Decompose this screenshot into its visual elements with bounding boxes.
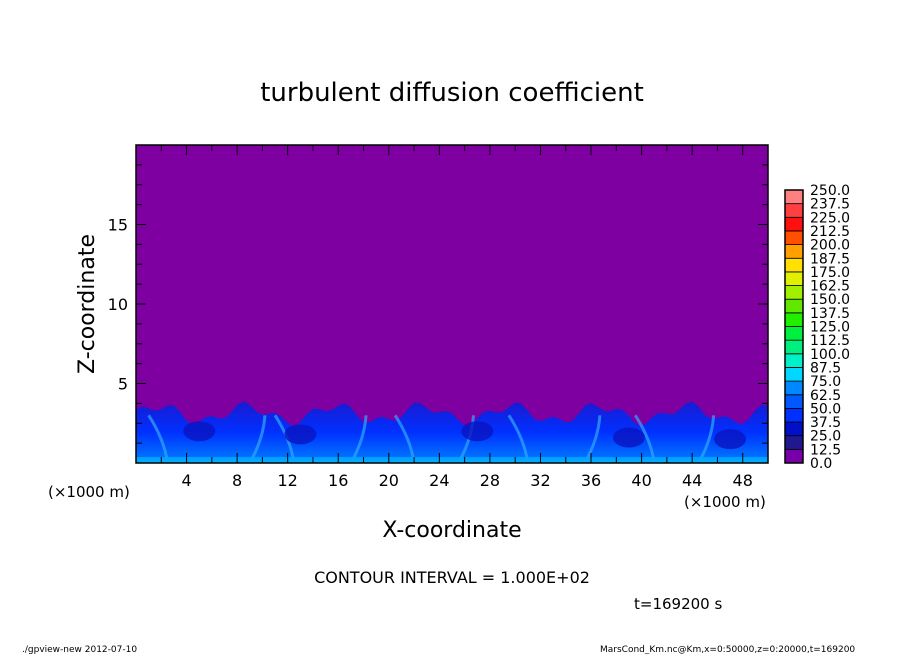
x-unit-left: (×1000 m) [48,483,130,501]
colorbar-swatch [784,339,804,355]
colorbar-swatch [784,257,804,273]
colorbar-label: 237.5 [810,197,850,213]
y-axis-label: Z-coordinate [75,234,100,374]
colorbar-swatch [784,380,804,396]
colorbar-label: 50.0 [810,401,841,417]
colorbar-swatch [784,448,804,464]
colorbar-label: 250.0 [810,183,850,199]
x-tick-label: 16 [328,471,348,490]
x-tick-label: 20 [379,471,399,490]
colorbar-label: 37.5 [810,415,841,431]
colorbar-label: 187.5 [810,251,850,267]
turbulent-layer-region [136,401,768,463]
colorbar-swatch [784,203,804,218]
colorbar-swatch [784,421,804,437]
surface-layer [136,457,768,463]
colorbar-swatch [784,230,804,245]
x-tick-label: 24 [429,471,449,490]
colorbar-swatch [784,367,804,382]
chart-title: turbulent diffusion coefficient [260,78,644,108]
x-tick-label: 28 [480,471,500,490]
x-tick-label: 40 [631,471,651,490]
x-axis-label: X-coordinate [382,518,521,543]
colorbar-swatch [784,189,804,205]
colorbar-label: 100.0 [810,347,850,363]
colorbar-label: 112.5 [810,333,850,349]
x-tick-label: 4 [181,471,191,490]
colorbar-swatch [784,353,804,368]
colorbar-label: 75.0 [810,374,841,390]
colorbar-swatch [784,435,804,450]
colorbar-swatch [784,407,804,423]
colorbar-swatch [784,312,804,327]
contour-interval: CONTOUR INTERVAL = 1.000E+02 [314,568,590,587]
turbulent-layer [136,401,768,463]
turbulent-eddy [612,427,645,448]
colorbar-label: 137.5 [810,306,850,322]
colorbar-label: 200.0 [810,238,850,254]
x-tick-label: 36 [581,471,601,490]
colorbar-frame [784,189,804,464]
y-tick-label: 5 [118,375,128,394]
colorbar-label: 175.0 [810,265,850,281]
colorbar-swatch [784,326,804,341]
colorbar-label: 225.0 [810,210,850,226]
turbulent-eddy [714,429,747,450]
colorbar-swatch [784,244,804,259]
colorbar-label: 162.5 [810,279,850,295]
x-unit-right: (×1000 m) [684,493,766,511]
x-tick-label: 8 [232,471,242,490]
colorbar-swatch [784,216,804,232]
colorbar: 0.012.525.037.550.062.575.087.5100.0112.… [784,183,850,472]
x-tick-label: 44 [682,471,702,490]
colorbar-swatch [784,298,804,314]
x-tick-label: 12 [278,471,298,490]
turbulent-eddy [461,421,494,442]
time-label: t=169200 s [634,595,722,613]
footer-left: ./gpview-new 2012-07-10 [22,645,137,654]
colorbar-label: 12.5 [810,442,841,458]
turbulent-eddy [284,424,317,445]
colorbar-label: 150.0 [810,292,850,308]
colorbar-label: 0.0 [810,456,832,472]
colorbar-label: 212.5 [810,224,850,240]
footer-right: MarsCond_Km.nc@Km,x=0:50000,z=0:20000,t=… [600,645,855,654]
y-tick-label: 15 [108,216,128,235]
colorbar-swatch [784,394,804,409]
x-tick-label: 48 [733,471,753,490]
colorbar-label: 125.0 [810,320,850,336]
colorbar-label: 62.5 [810,388,841,404]
y-tick-label: 10 [108,295,128,314]
colorbar-label: 25.0 [810,429,841,445]
colorbar-swatch [784,285,804,300]
colorbar-label: 87.5 [810,360,841,376]
x-tick-label: 32 [530,471,550,490]
colorbar-swatch [784,271,804,286]
turbulent-eddy [183,421,216,442]
